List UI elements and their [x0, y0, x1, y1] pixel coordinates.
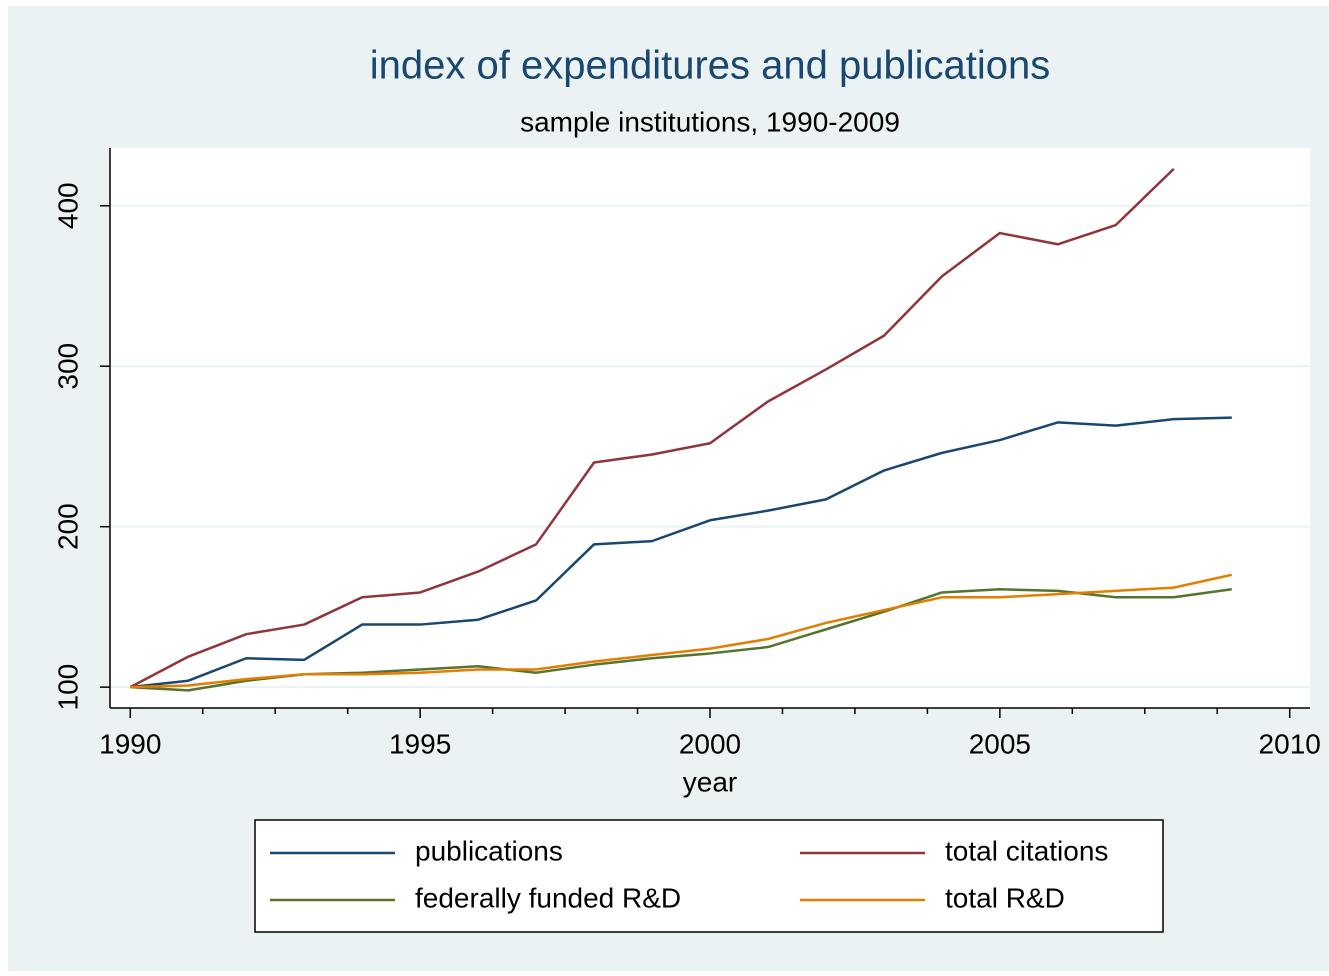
y-tick-label: 300 [52, 343, 83, 390]
y-tick-label: 100 [52, 664, 83, 711]
x-tick-label: 2010 [1259, 728, 1321, 759]
x-tick-label: 1990 [99, 728, 161, 759]
x-tick-label: 2000 [679, 728, 741, 759]
legend-label: total R&D [945, 882, 1065, 913]
x-axis-label: year [683, 766, 737, 797]
x-tick-label: 1995 [389, 728, 451, 759]
legend-label: federally funded R&D [415, 882, 681, 913]
series-line [130, 573, 1233, 689]
legend-box [254, 819, 1164, 933]
x-tick-label: 2005 [969, 728, 1031, 759]
series-line [130, 416, 1232, 689]
y-tick-label: 400 [52, 182, 83, 229]
chart-title: index of expenditures and publications [370, 44, 1050, 88]
plot-region [110, 148, 1310, 708]
legend-label: publications [415, 835, 563, 866]
legend-label: total citations [945, 835, 1108, 866]
y-tick-label: 200 [52, 503, 83, 550]
series-line [129, 167, 1175, 689]
chart-subtitle: sample institutions, 1990-2009 [520, 106, 900, 137]
